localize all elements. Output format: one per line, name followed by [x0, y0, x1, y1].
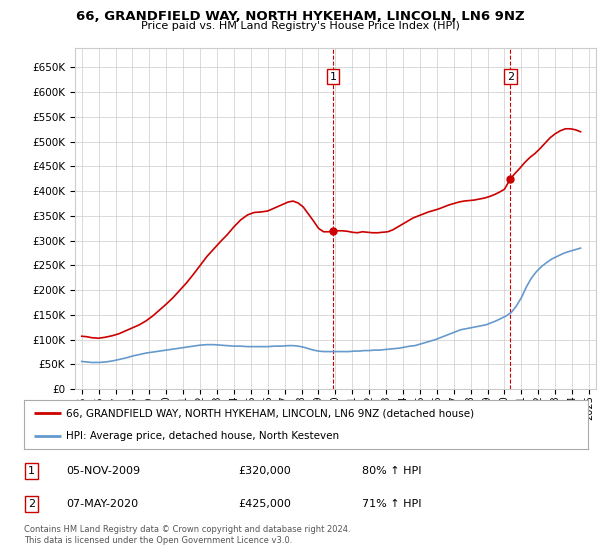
Text: HPI: Average price, detached house, North Kesteven: HPI: Average price, detached house, Nort… [66, 431, 340, 441]
Text: 07-MAY-2020: 07-MAY-2020 [66, 499, 139, 509]
Text: 71% ↑ HPI: 71% ↑ HPI [362, 499, 422, 509]
Text: 80% ↑ HPI: 80% ↑ HPI [362, 466, 422, 477]
Text: £425,000: £425,000 [238, 499, 291, 509]
Text: Price paid vs. HM Land Registry's House Price Index (HPI): Price paid vs. HM Land Registry's House … [140, 21, 460, 31]
Text: £320,000: £320,000 [238, 466, 291, 477]
Text: 1: 1 [329, 72, 337, 82]
Text: 05-NOV-2009: 05-NOV-2009 [66, 466, 140, 477]
Text: 1: 1 [28, 466, 35, 477]
Text: 2: 2 [507, 72, 514, 82]
Text: 66, GRANDFIELD WAY, NORTH HYKEHAM, LINCOLN, LN6 9NZ (detached house): 66, GRANDFIELD WAY, NORTH HYKEHAM, LINCO… [66, 408, 475, 418]
Text: 2: 2 [28, 499, 35, 509]
Text: 66, GRANDFIELD WAY, NORTH HYKEHAM, LINCOLN, LN6 9NZ: 66, GRANDFIELD WAY, NORTH HYKEHAM, LINCO… [76, 10, 524, 22]
Text: Contains HM Land Registry data © Crown copyright and database right 2024.
This d: Contains HM Land Registry data © Crown c… [24, 525, 350, 545]
